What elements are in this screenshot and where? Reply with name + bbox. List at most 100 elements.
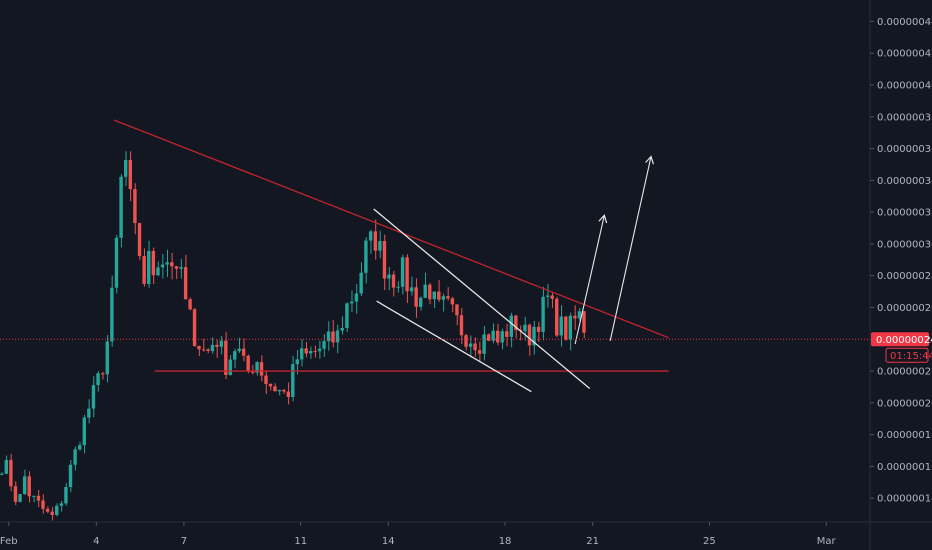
candle-body — [27, 476, 31, 497]
candle-body — [459, 315, 464, 336]
candle-body — [414, 287, 418, 307]
candle-body — [174, 266, 179, 269]
candle-body — [568, 315, 573, 340]
candle-body — [201, 349, 206, 351]
candle-body — [241, 348, 246, 356]
drawing-channel-line[interactable] — [373, 208, 591, 390]
candle-body — [197, 345, 201, 350]
candle-body — [105, 341, 109, 375]
candles-layer — [0, 151, 586, 521]
candle-body — [382, 241, 387, 279]
candle-body — [354, 293, 359, 302]
candle-body — [564, 316, 568, 340]
candle-body — [527, 324, 532, 346]
candle-body — [142, 256, 146, 284]
candle-body — [496, 330, 500, 343]
candle-body — [133, 189, 137, 224]
candle-body — [264, 375, 268, 384]
candle-body — [286, 391, 291, 398]
candle-body — [45, 508, 50, 512]
y-tick-label: 0.00000018 — [877, 430, 932, 441]
bar-countdown-bg — [885, 347, 929, 363]
candle-body — [405, 257, 409, 292]
candle-body — [331, 331, 335, 343]
candle-body — [55, 505, 59, 515]
y-tick-label: 0.00000042 — [877, 49, 932, 60]
x-tick-label: 18 — [499, 536, 512, 547]
candle-body — [477, 350, 482, 354]
candle-body — [50, 511, 54, 515]
candle-body — [228, 359, 232, 375]
candle-body — [59, 503, 64, 506]
candle-body — [486, 334, 491, 341]
y-tick-label: 0.00000026 — [877, 303, 932, 314]
x-tick-label: Feb — [0, 536, 18, 547]
candle-body — [73, 449, 77, 465]
x-tick-label: 4 — [93, 536, 99, 547]
candle-body — [491, 330, 495, 341]
drawing-arrow-line[interactable] — [574, 214, 608, 345]
candle-body — [409, 287, 414, 292]
drawings-layer — [113, 119, 669, 393]
candle-body — [82, 417, 86, 446]
candle-body — [91, 385, 96, 409]
y-tick-label: 0.00000034 — [877, 176, 932, 187]
candle-body — [246, 355, 250, 372]
candle-body — [545, 295, 550, 297]
candle-body — [322, 341, 326, 349]
candle-body — [573, 315, 577, 319]
candle-body — [450, 298, 455, 305]
y-tick-label: 0.00000036 — [877, 144, 932, 155]
candle-body — [505, 331, 509, 337]
candle-body — [219, 340, 224, 347]
candle-body — [156, 267, 160, 276]
candle-body — [206, 349, 210, 351]
candle-body — [250, 371, 255, 373]
candle-body — [77, 445, 82, 450]
candle-body — [349, 301, 354, 304]
candle-body — [291, 364, 295, 398]
candle-body — [9, 459, 13, 487]
candle-body — [165, 262, 169, 265]
candle-body — [273, 386, 277, 392]
drawing-arrow-line[interactable] — [609, 155, 655, 341]
candle-body — [400, 257, 405, 287]
time-scale[interactable]: Feb 4 7 11 14 18 21 25 Mar — [0, 522, 837, 547]
price-scale[interactable]: 0.00000014 0.00000016 0.00000018 0.00000020… — [870, 17, 932, 505]
candle-body — [373, 231, 378, 251]
x-tick-label: 11 — [294, 536, 307, 547]
candle-body — [582, 311, 586, 333]
candle-body — [22, 476, 27, 495]
y-tick-label: 0.00000020 — [877, 398, 932, 409]
candle-body — [64, 486, 68, 504]
candle-body — [4, 459, 8, 474]
x-tick-label: 14 — [382, 536, 395, 547]
current-price-value: 0.00000024 — [876, 335, 932, 346]
candle-body — [500, 331, 504, 343]
drawing-trendline-line[interactable] — [113, 119, 669, 339]
x-tick-label: 21 — [586, 536, 599, 547]
candle-body — [233, 351, 237, 360]
candle-body — [255, 362, 259, 373]
candle-body — [36, 495, 41, 501]
candle-body — [160, 264, 165, 268]
candle-body — [268, 383, 273, 387]
candle-body — [423, 284, 427, 298]
candle-body — [32, 495, 36, 497]
candle-body — [295, 359, 299, 365]
candle-body — [396, 286, 400, 288]
candle-body — [378, 241, 382, 251]
candle-body — [555, 298, 559, 336]
candle-body — [428, 284, 432, 300]
candle-body — [559, 316, 563, 336]
drawing-channel-line[interactable] — [376, 300, 532, 393]
candle-body — [364, 240, 368, 273]
candle-body — [100, 373, 105, 375]
candle-body — [577, 311, 582, 319]
candle-body — [432, 291, 436, 300]
candle-body — [96, 373, 100, 386]
candle-body — [359, 272, 363, 294]
candle-body — [313, 351, 317, 353]
candle-body — [68, 464, 73, 487]
